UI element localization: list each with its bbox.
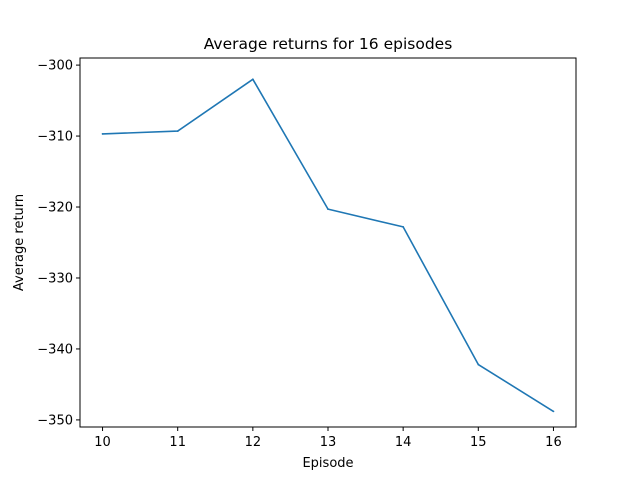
x-tick-label: 15 bbox=[470, 435, 487, 450]
y-tick-label: −320 bbox=[37, 201, 73, 216]
y-tick-label: −330 bbox=[37, 271, 73, 286]
x-axis-ticks: 10 11 12 13 14 15 16 bbox=[94, 427, 562, 450]
x-tick-label: 14 bbox=[395, 435, 412, 450]
y-tick-label: −300 bbox=[37, 59, 73, 74]
x-tick-label: 11 bbox=[169, 435, 186, 450]
x-tick-label: 10 bbox=[94, 435, 111, 450]
y-tick-label: −310 bbox=[37, 130, 73, 145]
data-point bbox=[477, 363, 480, 366]
x-tick-label: 16 bbox=[545, 435, 562, 450]
x-tick-label: 12 bbox=[245, 435, 262, 450]
y-axis-label: Average return bbox=[12, 194, 27, 291]
data-point bbox=[251, 78, 254, 81]
data-point bbox=[101, 133, 104, 135]
y-tick-label: −350 bbox=[37, 413, 73, 428]
chart-title: Average returns for 16 episodes bbox=[204, 35, 453, 53]
y-tick-label: −340 bbox=[37, 342, 73, 357]
data-point bbox=[552, 410, 555, 413]
plot-area bbox=[101, 78, 555, 413]
x-tick-label: 13 bbox=[320, 435, 337, 450]
data-point bbox=[327, 208, 329, 211]
data-point bbox=[402, 225, 405, 228]
y-axis-ticks: −300 −310 −320 −330 −340 −350 bbox=[37, 59, 80, 428]
x-axis-label: Episode bbox=[302, 456, 353, 471]
data-point bbox=[176, 130, 179, 132]
